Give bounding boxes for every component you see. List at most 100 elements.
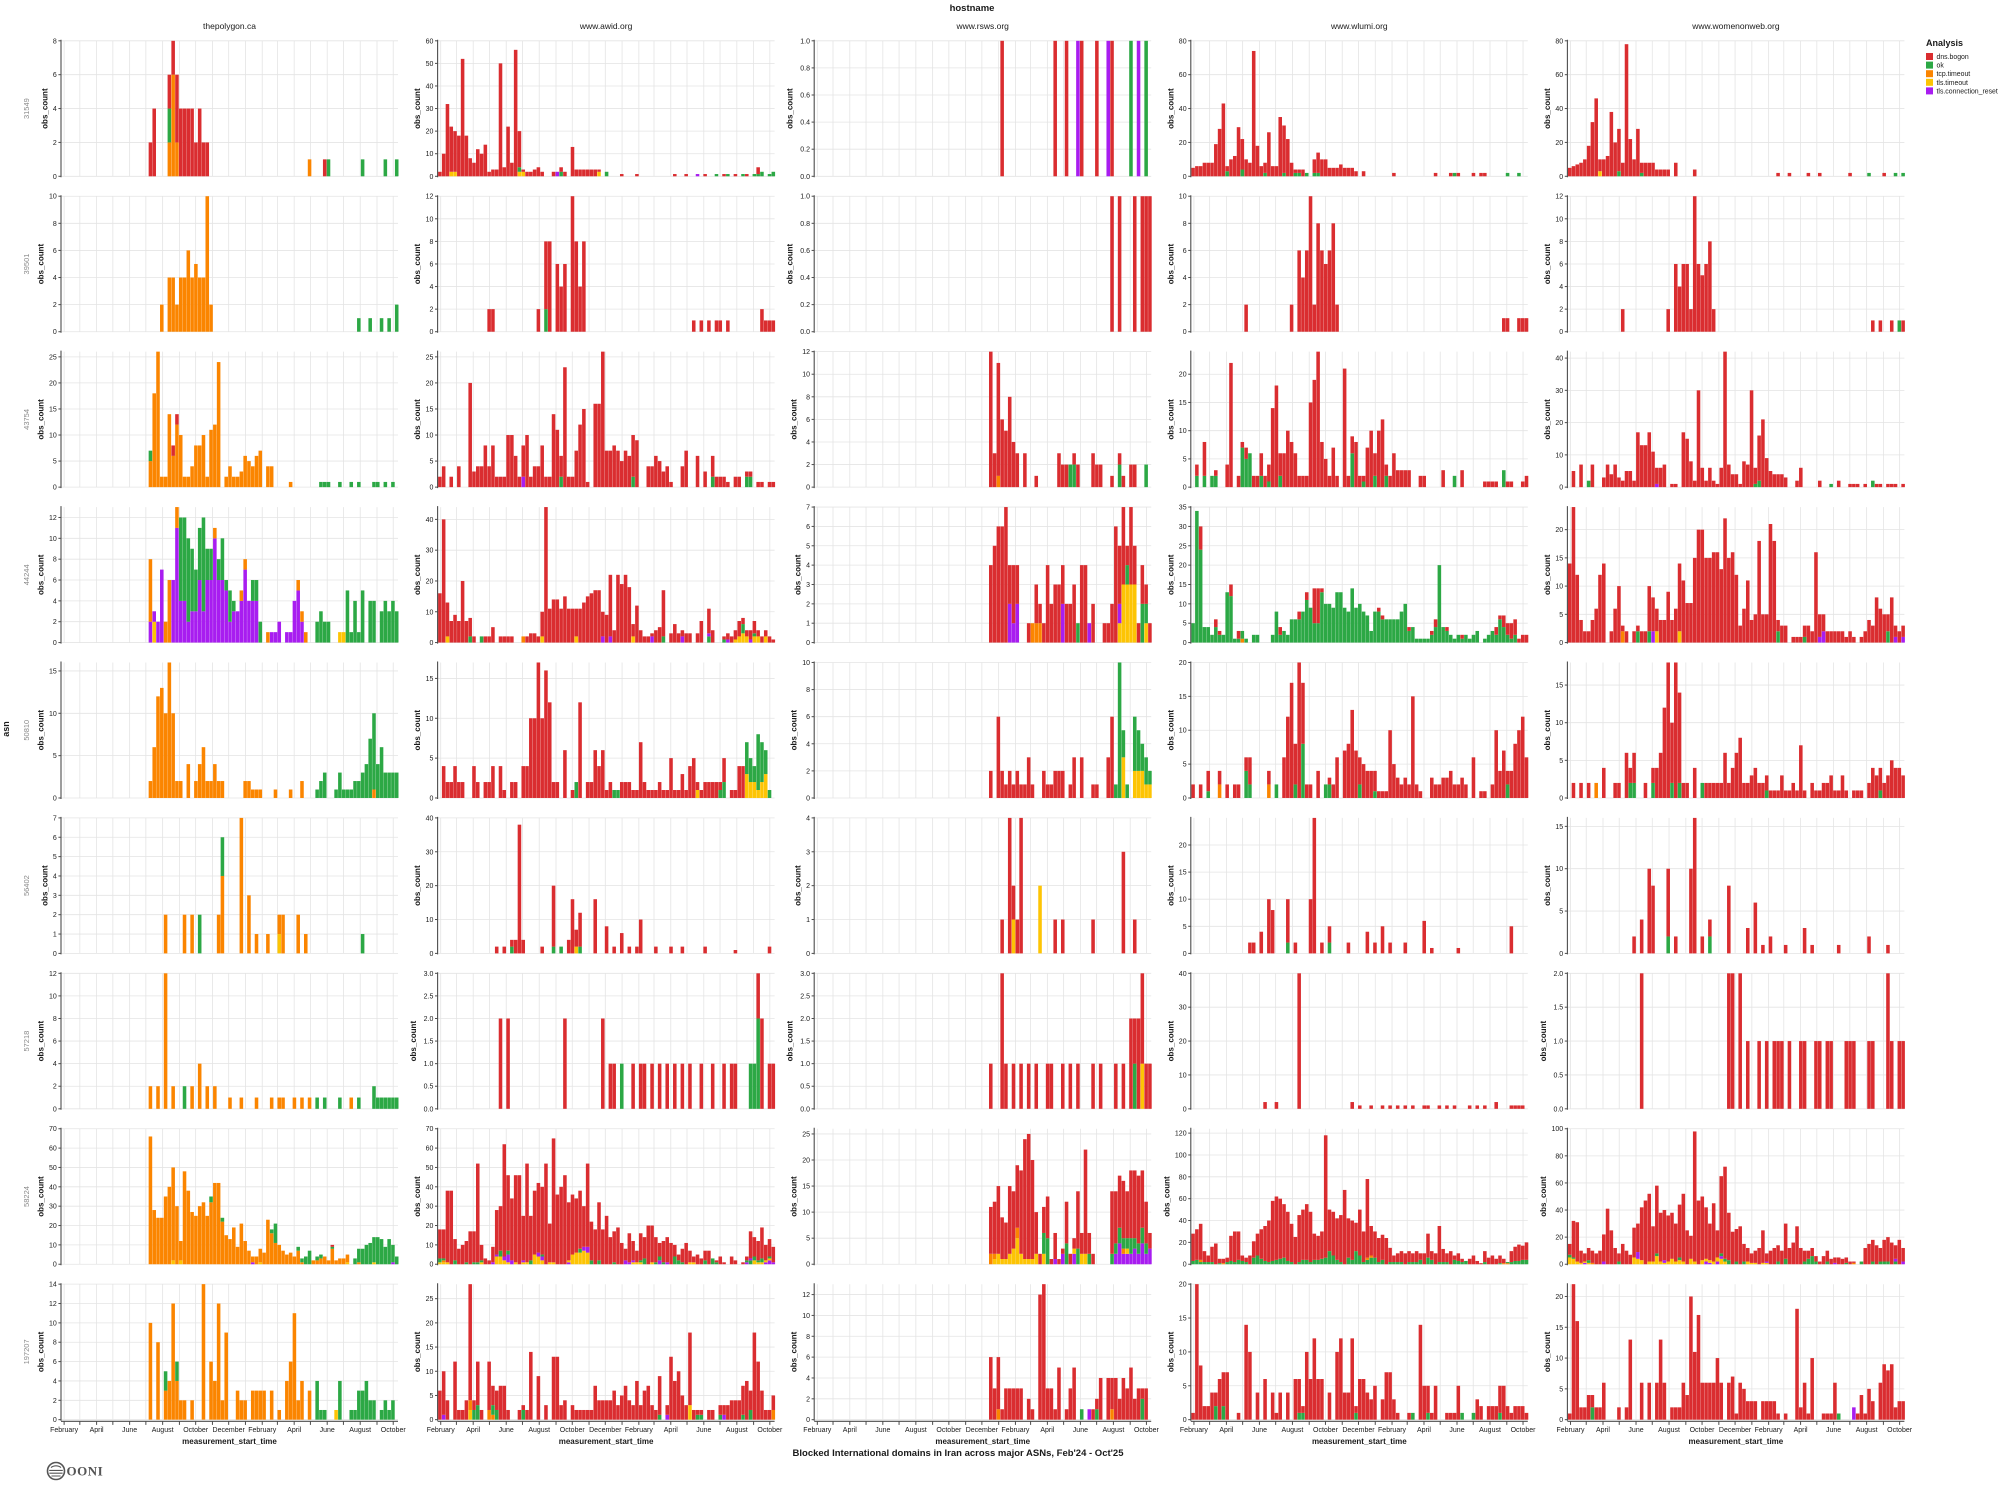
svg-text:8: 8 <box>1559 239 1563 246</box>
svg-text:10: 10 <box>426 1369 434 1376</box>
svg-text:February: February <box>427 1427 456 1434</box>
svg-text:June: June <box>875 1427 890 1434</box>
svg-text:20: 20 <box>49 1223 57 1230</box>
svg-text:April: April <box>843 1427 857 1434</box>
svg-text:10: 10 <box>1179 601 1187 608</box>
svg-text:20: 20 <box>1179 1240 1187 1247</box>
svg-text:February: February <box>50 1427 79 1434</box>
svg-text:www.rsws.org: www.rsws.org <box>955 21 1009 31</box>
svg-text:1.0: 1.0 <box>800 38 810 45</box>
svg-text:0: 0 <box>1559 1417 1563 1424</box>
svg-text:80: 80 <box>1179 1174 1187 1181</box>
svg-text:August: August <box>1282 1427 1304 1434</box>
svg-text:6: 6 <box>53 248 57 255</box>
svg-text:8: 8 <box>53 1340 57 1347</box>
svg-text:10: 10 <box>1555 216 1563 223</box>
svg-text:50: 50 <box>426 61 434 68</box>
svg-text:0.2: 0.2 <box>800 147 810 154</box>
svg-text:0: 0 <box>1183 795 1187 802</box>
svg-text:obs_count: obs_count <box>786 88 795 129</box>
svg-text:39501: 39501 <box>22 254 31 275</box>
svg-text:0: 0 <box>53 951 57 958</box>
svg-text:August: August <box>152 1427 174 1434</box>
svg-text:6: 6 <box>806 417 810 424</box>
svg-text:10: 10 <box>1555 452 1563 459</box>
svg-text:measurement_start_time: measurement_start_time <box>182 1437 277 1446</box>
svg-text:October: October <box>1134 1427 1160 1434</box>
svg-text:0: 0 <box>806 1417 810 1424</box>
svg-text:10: 10 <box>49 993 57 1000</box>
svg-text:0: 0 <box>1183 174 1187 181</box>
svg-text:measurement_start_time: measurement_start_time <box>1312 1437 1407 1446</box>
svg-text:obs_count: obs_count <box>1543 243 1552 284</box>
svg-text:0.8: 0.8 <box>800 65 810 72</box>
svg-text:60: 60 <box>49 1146 57 1153</box>
svg-text:obs_count: obs_count <box>790 1331 799 1372</box>
svg-text:1.0: 1.0 <box>800 194 810 201</box>
svg-text:August: August <box>528 1427 550 1434</box>
svg-text:2.5: 2.5 <box>424 993 434 1000</box>
svg-text:obs_count: obs_count <box>1539 1176 1548 1217</box>
svg-text:6: 6 <box>53 1359 57 1366</box>
svg-text:10: 10 <box>802 1210 810 1217</box>
svg-text:0: 0 <box>53 485 57 492</box>
svg-text:25: 25 <box>426 354 434 361</box>
svg-text:6: 6 <box>1559 261 1563 268</box>
svg-text:obs_count: obs_count <box>413 88 422 129</box>
svg-text:5: 5 <box>806 1236 810 1243</box>
svg-text:30: 30 <box>1555 388 1563 395</box>
svg-text:15: 15 <box>426 406 434 413</box>
svg-text:31549: 31549 <box>22 98 31 119</box>
svg-text:August: August <box>1103 1427 1125 1434</box>
svg-text:June: June <box>1252 1427 1267 1434</box>
svg-text:20: 20 <box>802 1158 810 1165</box>
svg-text:obs_count: obs_count <box>786 243 795 284</box>
svg-text:obs_count: obs_count <box>37 1176 46 1217</box>
svg-text:10: 10 <box>1555 584 1563 591</box>
svg-text:1.0: 1.0 <box>1553 1039 1563 1046</box>
svg-text:44244: 44244 <box>22 564 31 585</box>
svg-text:0.4: 0.4 <box>800 120 810 127</box>
svg-text:40: 40 <box>49 1184 57 1191</box>
svg-text:2: 2 <box>53 302 57 309</box>
svg-text:20: 20 <box>1179 140 1187 147</box>
svg-text:0: 0 <box>429 485 433 492</box>
svg-text:5: 5 <box>53 459 57 466</box>
svg-text:0: 0 <box>429 795 433 802</box>
svg-text:30: 30 <box>426 548 434 555</box>
svg-text:3: 3 <box>53 893 57 900</box>
svg-text:40: 40 <box>426 1184 434 1191</box>
svg-text:10: 10 <box>426 216 434 223</box>
svg-text:12: 12 <box>802 349 810 356</box>
svg-text:20: 20 <box>426 380 434 387</box>
svg-text:www.wlumi.org: www.wlumi.org <box>1330 21 1388 31</box>
svg-text:0.6: 0.6 <box>800 248 810 255</box>
svg-text:October: October <box>560 1427 586 1434</box>
svg-text:obs_count: obs_count <box>1543 554 1552 595</box>
svg-text:15: 15 <box>1179 400 1187 407</box>
svg-text:April: April <box>1040 1427 1054 1434</box>
svg-text:43754: 43754 <box>22 409 31 430</box>
svg-text:obs_count: obs_count <box>409 1021 418 1062</box>
svg-text:20: 20 <box>1555 420 1563 427</box>
svg-text:obs_count: obs_count <box>1166 88 1175 129</box>
svg-text:June: June <box>320 1427 335 1434</box>
svg-text:1.0: 1.0 <box>800 1061 810 1068</box>
svg-text:0: 0 <box>1559 640 1563 647</box>
svg-text:2.0: 2.0 <box>424 1016 434 1023</box>
svg-text:4: 4 <box>806 563 810 570</box>
svg-text:60: 60 <box>1179 72 1187 79</box>
svg-text:5: 5 <box>429 459 433 466</box>
svg-text:0: 0 <box>806 951 810 958</box>
svg-text:57218: 57218 <box>22 1031 31 1052</box>
svg-text:197207: 197207 <box>22 1339 31 1364</box>
svg-text:40: 40 <box>1179 971 1187 978</box>
svg-text:14: 14 <box>49 1282 57 1289</box>
svg-text:obs_count: obs_count <box>786 1021 795 1062</box>
svg-text:0: 0 <box>53 174 57 181</box>
svg-text:15: 15 <box>1179 694 1187 701</box>
svg-text:30: 30 <box>426 106 434 113</box>
svg-text:8: 8 <box>429 239 433 246</box>
svg-text:1.0: 1.0 <box>424 1061 434 1068</box>
svg-text:obs_count: obs_count <box>413 399 422 440</box>
